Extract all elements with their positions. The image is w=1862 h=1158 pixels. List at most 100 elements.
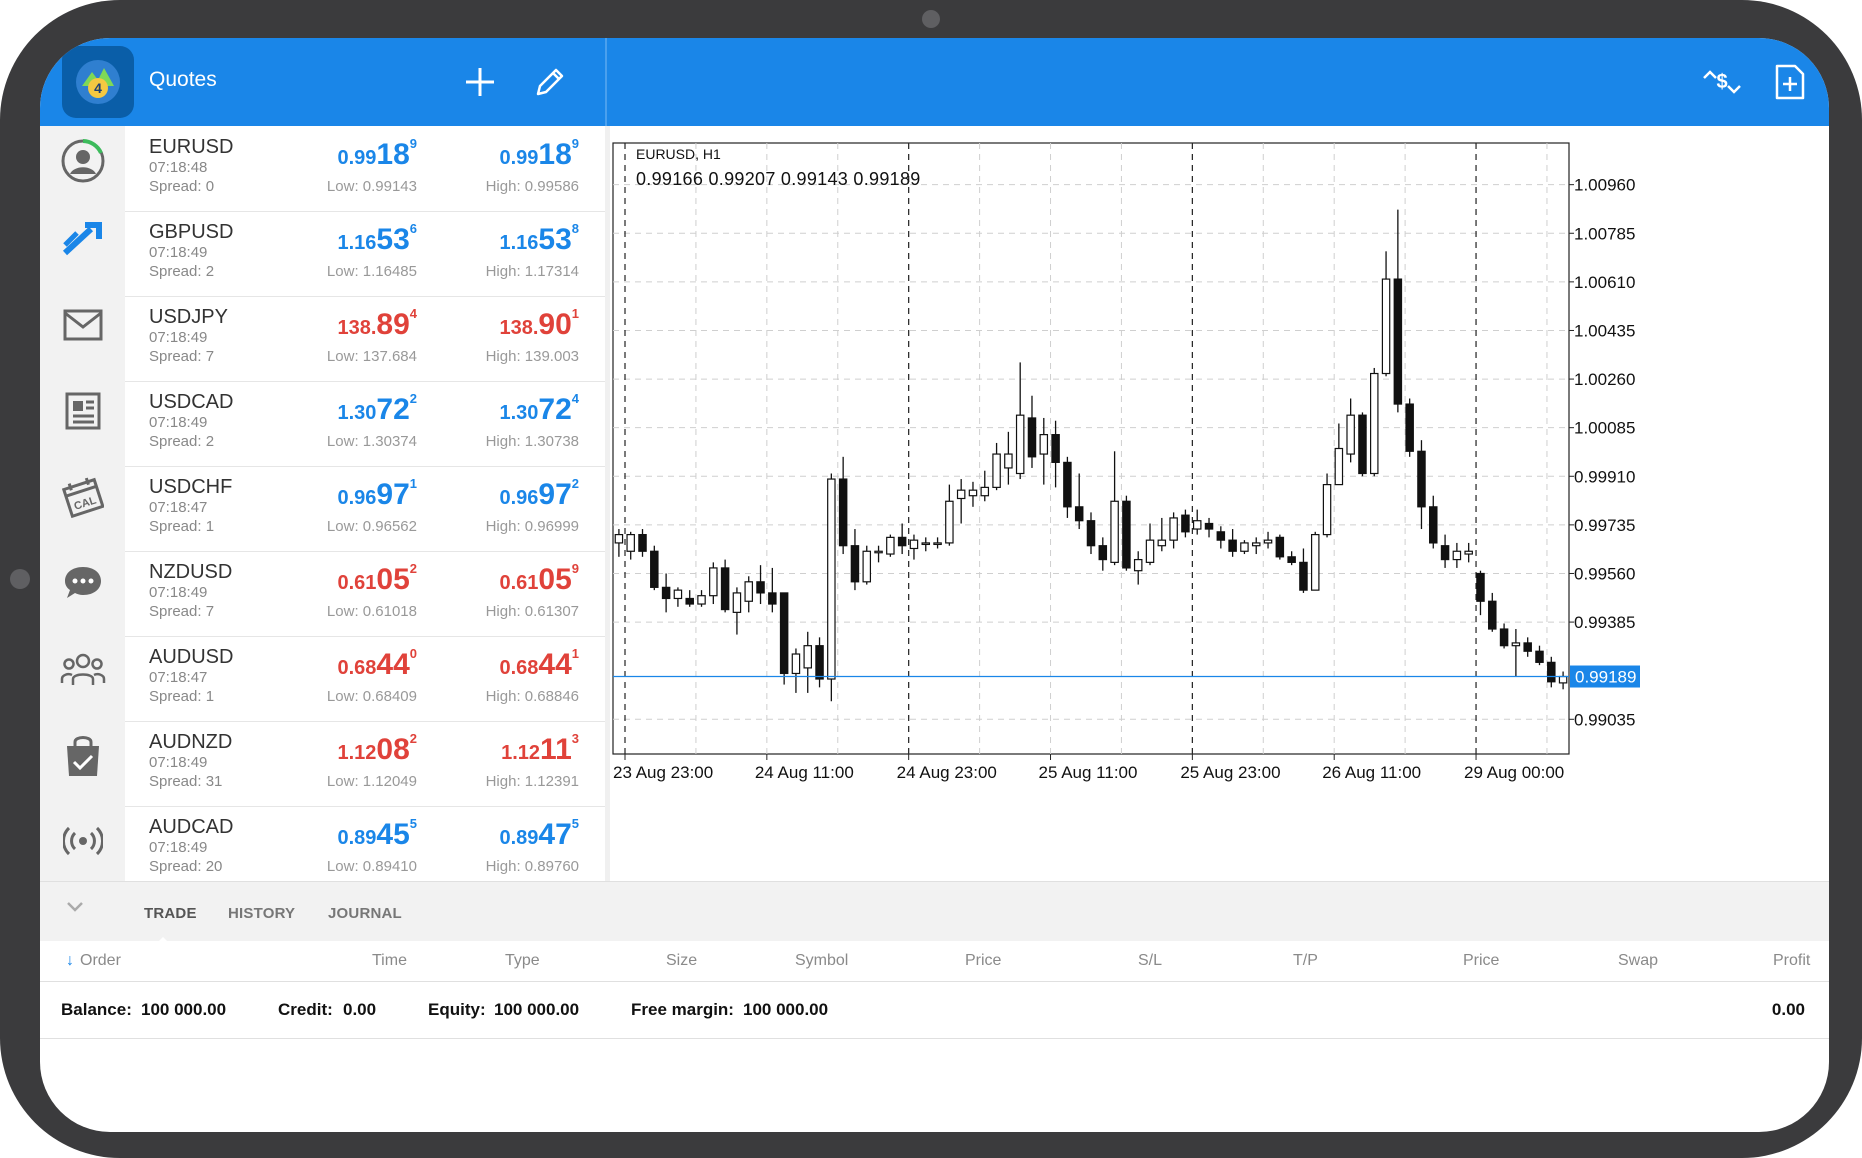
ask-major: 0.89	[499, 827, 539, 849]
tab-history[interactable]: HISTORY	[228, 905, 296, 922]
ask-fraction: 5	[571, 816, 579, 831]
col-size[interactable]: Size	[666, 952, 698, 969]
ask-price[interactable]: 0.68441	[499, 646, 579, 682]
quote-row-usdjpy[interactable]: USDJPY 07:18:49 Spread: 7 138.894 138.901 Low…	[125, 296, 605, 382]
edit-icon[interactable]	[528, 60, 572, 104]
bid-pips: 53	[376, 223, 410, 256]
bearish-candle	[1204, 522, 1214, 530]
quote-row-nzdusd[interactable]: NZDUSD 07:18:49 Spread: 7 0.61052 0.61059 Low…	[125, 551, 605, 637]
trade-exchange-icon[interactable]: $	[1700, 60, 1744, 104]
ask-price[interactable]: 1.30724	[499, 391, 579, 427]
bid-price[interactable]: 0.99189	[337, 136, 417, 172]
ask: 0.68441	[499, 646, 579, 681]
market-icon[interactable]	[40, 720, 125, 790]
metatrader-logo-icon: 4	[62, 46, 134, 118]
price-chart[interactable]: 1.00960 1.00785 1.00610 1.00435 1.00260 1.000…	[610, 126, 1829, 881]
quote-row-audnzd[interactable]: AUDNZD 07:18:49 Spread: 31 1.12082 1.12113 Lo…	[125, 721, 605, 807]
bid-price[interactable]: 0.61052	[337, 561, 417, 597]
col-current-price[interactable]: Price	[1463, 952, 1500, 969]
bid-price[interactable]: 1.12082	[337, 731, 417, 767]
bid-major: 0.68	[337, 657, 377, 679]
bid-price[interactable]: 1.16536	[337, 221, 417, 257]
collapse-chevron-icon[interactable]	[66, 900, 84, 919]
quote-spread: Spread: 31	[149, 773, 223, 790]
bid-fraction: 6	[409, 221, 417, 236]
ask-price[interactable]: 0.89475	[499, 816, 579, 852]
y-tick-label: 0.99910	[1574, 467, 1635, 486]
bid-major: 1.12	[337, 742, 377, 764]
col-time[interactable]: Time	[372, 952, 407, 969]
add-icon[interactable]	[458, 60, 502, 104]
bid-price[interactable]: 0.89455	[337, 816, 417, 852]
bid-price[interactable]: 1.30722	[337, 391, 417, 427]
tab-trade[interactable]: TRADE	[144, 905, 197, 922]
bid-price[interactable]: 0.96971	[337, 476, 417, 512]
bullish-candle	[1334, 447, 1344, 486]
bearish-candle	[1216, 531, 1226, 541]
ask-price[interactable]: 1.16538	[499, 221, 579, 257]
col-order[interactable]: Order	[80, 952, 121, 969]
bearish-candle	[1523, 642, 1532, 652]
bearish-candle	[685, 597, 694, 605]
quote-row-usdchf[interactable]: USDCHF 07:18:47 Spread: 1 0.96971 0.96972 Low…	[125, 466, 605, 552]
bid-price[interactable]: 138.894	[337, 306, 417, 342]
bullish-candle	[921, 542, 931, 546]
ask-fraction: 1	[571, 646, 579, 661]
quote-row-audcad[interactable]: AUDCAD 07:18:49 Spread: 20 0.89455 0.89475 Lo…	[125, 806, 605, 881]
panel-splitter[interactable]	[605, 126, 610, 881]
quote-row-audusd[interactable]: AUDUSD 07:18:47 Spread: 1 0.68440 0.68441 Low…	[125, 636, 605, 722]
ask-price[interactable]: 1.12113	[501, 731, 579, 767]
quote-high: High: 1.30738	[485, 433, 579, 450]
quote-row-usdcad[interactable]: USDCAD 07:18:49 Spread: 2 1.30722 1.30724 Low…	[125, 381, 605, 467]
bearish-candle	[1027, 417, 1037, 458]
account-icon[interactable]	[40, 126, 125, 196]
col-price[interactable]: Price	[965, 952, 1002, 969]
candlestick-chart[interactable]: 1.00960 1.00785 1.00610 1.00435 1.00260 1.000…	[610, 126, 1829, 881]
quotes-icon[interactable]	[40, 204, 125, 274]
bullish-candle	[909, 539, 919, 550]
quote-symbol: USDJPY	[149, 306, 228, 328]
ask-price[interactable]: 0.96972	[499, 476, 579, 512]
signals-icon[interactable]	[40, 806, 125, 876]
new-document-icon[interactable]	[1768, 60, 1812, 104]
y-tick-label: 1.00960	[1574, 176, 1635, 195]
x-tick-label: 29 Aug 00:00	[1464, 763, 1564, 782]
bullish-candle	[1346, 414, 1355, 455]
ask-price[interactable]: 0.61059	[499, 561, 579, 597]
bid-price[interactable]: 0.68440	[337, 646, 417, 682]
bullish-candle	[709, 567, 718, 597]
news-icon[interactable]	[40, 376, 125, 446]
quote-symbol: USDCAD	[149, 391, 234, 413]
col-type[interactable]: Type	[505, 952, 540, 969]
bearish-candle	[1074, 506, 1084, 522]
quote-row-gbpusd[interactable]: GBPUSD 07:18:49 Spread: 2 1.16536 1.16538 Low…	[125, 211, 605, 297]
col-sl[interactable]: S/L	[1138, 952, 1163, 969]
bearish-candle	[1051, 434, 1060, 463]
x-tick-label: 24 Aug 11:00	[755, 763, 854, 782]
bid-pips: 89	[376, 308, 410, 341]
calendar-icon[interactable]: CAL	[40, 462, 125, 532]
bid: 0.96971	[337, 476, 417, 511]
chat-icon[interactable]	[40, 548, 125, 618]
chart-plot-area	[612, 142, 1570, 755]
col-tp[interactable]: T/P	[1293, 952, 1318, 969]
bullish-candle	[874, 550, 883, 554]
col-swap[interactable]: Swap	[1618, 952, 1659, 969]
chart-ohlc: 0.99166 0.99207 0.99143 0.99189	[636, 169, 921, 189]
bullish-candle	[1157, 539, 1167, 547]
col-symbol[interactable]: Symbol	[795, 952, 849, 969]
quote-spread: Spread: 7	[149, 603, 215, 620]
community-icon[interactable]	[40, 634, 125, 704]
ask-fraction: 4	[571, 391, 579, 406]
col-profit[interactable]: Profit	[1773, 952, 1811, 969]
quote-row-eurusd[interactable]: EURUSD 07:18:48 Spread: 0 0.99189 0.99189 Low…	[125, 126, 605, 212]
ask-major: 138.	[499, 317, 539, 339]
ask-price[interactable]: 0.99189	[499, 136, 579, 172]
sort-arrow-icon[interactable]: ↓	[66, 952, 74, 969]
tab-journal[interactable]: JOURNAL	[328, 905, 402, 922]
bid: 138.894	[337, 306, 417, 341]
ask-price[interactable]: 138.901	[499, 306, 579, 342]
quote-spread: Spread: 0	[149, 178, 215, 195]
mail-icon[interactable]	[40, 290, 125, 360]
